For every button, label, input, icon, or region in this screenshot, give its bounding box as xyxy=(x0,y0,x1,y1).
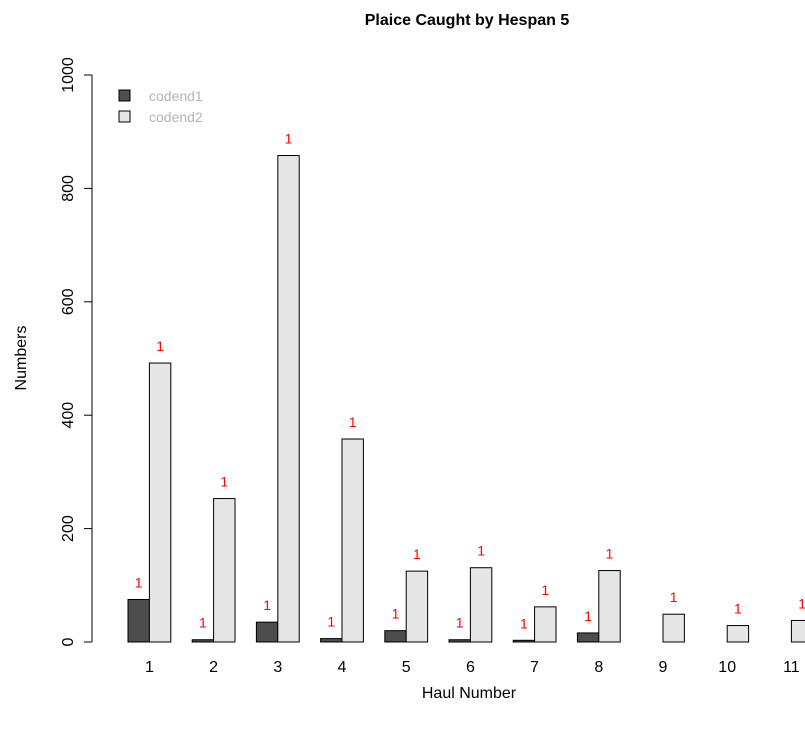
y-tick-label: 1000 xyxy=(60,57,77,93)
bar-data-label: 1 xyxy=(263,597,271,613)
bar-data-label: 1 xyxy=(670,589,678,605)
bar-codend2-haul-8 xyxy=(598,570,621,643)
bar-data-label: 1 xyxy=(135,574,143,590)
y-tick-label: 400 xyxy=(60,402,77,429)
y-tick-label: 600 xyxy=(60,288,77,315)
x-tick-label: 11 xyxy=(783,659,800,676)
x-tick-label: 1 xyxy=(145,659,154,676)
bar-codend1-haul-5 xyxy=(384,630,407,643)
bar-codend2-haul-1 xyxy=(148,362,172,643)
x-tick-label: 4 xyxy=(338,659,347,676)
legend-label-codend2: codend2 xyxy=(149,109,203,125)
x-tick-label: 9 xyxy=(659,659,668,676)
y-axis-ticks: 0 200 400 600 800 1000 xyxy=(60,57,92,646)
x-tick-label: 7 xyxy=(530,659,539,676)
bar-codend1-haul-4 xyxy=(320,638,343,643)
bar-data-label: 1 xyxy=(413,546,421,562)
bar-codend2-haul-7 xyxy=(534,606,557,643)
bar-codend1-haul-7 xyxy=(512,639,536,643)
bar-data-label: 1 xyxy=(349,414,357,430)
y-tick-label: 0 xyxy=(60,637,77,646)
bar-data-label: 1 xyxy=(456,615,464,631)
bar-data-label: 1 xyxy=(606,546,614,562)
x-tick-label: 5 xyxy=(402,659,411,676)
bar-codend2-haul-3 xyxy=(277,155,300,643)
bar-data-label: 1 xyxy=(199,615,207,631)
bar-data-label: 1 xyxy=(541,582,549,598)
legend: codend1 codend2 xyxy=(118,88,203,125)
bar-codend2-haul-5 xyxy=(405,570,429,643)
bars-group xyxy=(127,155,805,643)
bar-data-label: 1 xyxy=(285,131,293,147)
bar-codend2-haul-11 xyxy=(790,619,805,643)
y-tick-label: 200 xyxy=(60,515,77,542)
y-axis-title: Numbers xyxy=(13,326,30,391)
bar-codend1-haul-3 xyxy=(255,621,279,643)
bar-data-label: 1 xyxy=(798,595,805,611)
x-tick-label: 2 xyxy=(209,659,218,676)
x-tick-label: 8 xyxy=(594,659,603,676)
legend-label-codend1: codend1 xyxy=(149,88,203,104)
bar-codend1-haul-2 xyxy=(191,639,215,643)
bar-codend2-haul-10 xyxy=(726,625,750,643)
bar-labels-group: 1 1 1 1 1 1 1 1 1 1 1 1 1 1 1 1 1 1 1 xyxy=(135,131,805,632)
x-axis-tick-labels: 1 2 3 4 5 6 7 8 9 10 11 xyxy=(145,659,800,676)
x-tick-label: 3 xyxy=(273,659,282,676)
bar-data-label: 1 xyxy=(156,338,164,354)
bar-codend1-haul-1 xyxy=(127,598,150,643)
bar-codend1-haul-6 xyxy=(448,639,471,643)
bar-data-label: 1 xyxy=(392,606,400,622)
x-tick-label: 10 xyxy=(718,659,736,676)
bar-data-label: 1 xyxy=(520,615,528,631)
x-axis-title: Haul Number xyxy=(422,685,517,702)
bar-codend2-haul-2 xyxy=(213,498,236,643)
bar-codend1-haul-8 xyxy=(576,632,600,643)
bar-data-label: 1 xyxy=(584,608,592,624)
bar-codend2-haul-4 xyxy=(341,438,364,643)
chart-title: Plaice Caught by Hespan 5 xyxy=(365,12,570,29)
legend-swatch-codend1 xyxy=(118,89,131,102)
bar-data-label: 1 xyxy=(477,543,485,559)
bar-data-label: 1 xyxy=(734,601,742,617)
x-tick-label: 6 xyxy=(466,659,475,676)
legend-swatch-codend2 xyxy=(118,110,131,123)
bar-data-label: 1 xyxy=(220,474,228,490)
y-tick-label: 800 xyxy=(60,175,77,202)
bar-data-label: 1 xyxy=(327,614,335,630)
bar-codend2-haul-6 xyxy=(469,567,493,643)
bar-codend2-haul-9 xyxy=(662,613,685,643)
